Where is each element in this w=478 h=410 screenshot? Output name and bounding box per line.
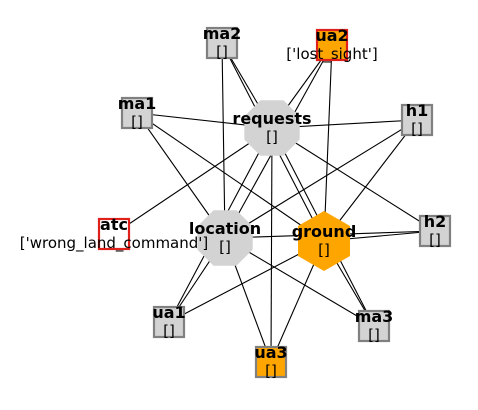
node-location-octagon [197, 210, 253, 266]
node-atc-box [97, 217, 131, 251]
node-h2-status: [] [429, 231, 441, 249]
node-layer [97, 26, 452, 379]
edge-ma2-location [221, 42, 226, 239]
node-ua2-status: ['lost_sight'] [286, 45, 377, 64]
node-h2-box [418, 214, 452, 248]
node-requests-label: requests [232, 109, 311, 128]
node-ma1-status: [] [131, 113, 143, 131]
node-ground-status: [] [318, 241, 330, 259]
node-h1[interactable] [400, 103, 434, 137]
node-ground[interactable] [298, 211, 350, 271]
node-ground-label: ground [292, 222, 357, 241]
node-ua1-status: [] [163, 322, 175, 340]
node-location[interactable] [197, 210, 253, 266]
node-ua3[interactable] [254, 345, 288, 379]
label-layer: requests[]location[]ground[]ma2[]ua2['lo… [20, 24, 447, 380]
node-atc[interactable] [97, 217, 131, 251]
node-ua3-status: [] [265, 362, 277, 380]
node-ua1-label: ua1 [152, 303, 185, 322]
node-ua3-box [254, 345, 288, 379]
edge-ma3-location [224, 237, 375, 327]
node-h1-label: h1 [406, 101, 429, 120]
node-atc-status: ['wrong_land_command'] [20, 234, 209, 253]
node-requests-octagon [244, 100, 300, 156]
node-ua1-box [152, 305, 186, 339]
node-ma3[interactable] [357, 309, 391, 343]
edge-ua2-ground [323, 44, 333, 242]
node-location-status: [] [219, 238, 231, 256]
node-ma2-label: ma2 [203, 24, 242, 43]
edge-ma1-ground [136, 112, 325, 242]
node-ma3-label: ma3 [355, 307, 394, 326]
edge-h1-location [224, 119, 418, 239]
node-ua2[interactable] [315, 28, 349, 62]
node-ma1[interactable] [120, 96, 154, 130]
edge-atc-requests [113, 127, 273, 235]
node-ua3-label: ua3 [254, 343, 287, 362]
node-ma2-box [205, 26, 239, 60]
node-ma3-box [357, 309, 391, 343]
node-h2-label: h2 [424, 212, 447, 231]
edge-layer [113, 42, 436, 363]
node-ua2-label: ua2 [315, 26, 348, 45]
node-h1-box [400, 103, 434, 137]
node-ground-hexagon [298, 211, 350, 271]
edge-ua3-requests [270, 127, 273, 363]
node-ma2-status: [] [216, 43, 228, 61]
node-ua2-box [315, 28, 349, 62]
node-ma1-label: ma1 [118, 94, 157, 113]
node-ma1-box [120, 96, 154, 130]
node-requests-status: [] [266, 128, 278, 146]
node-ma3-status: [] [368, 326, 380, 344]
node-ua1[interactable] [152, 305, 186, 339]
node-ma2[interactable] [205, 26, 239, 60]
node-requests[interactable] [244, 100, 300, 156]
node-h1-status: [] [411, 120, 423, 138]
node-h2[interactable] [418, 214, 452, 248]
node-atc-label: atc [100, 215, 128, 234]
node-location-label: location [189, 219, 261, 238]
edge-h2-requests [271, 127, 436, 232]
